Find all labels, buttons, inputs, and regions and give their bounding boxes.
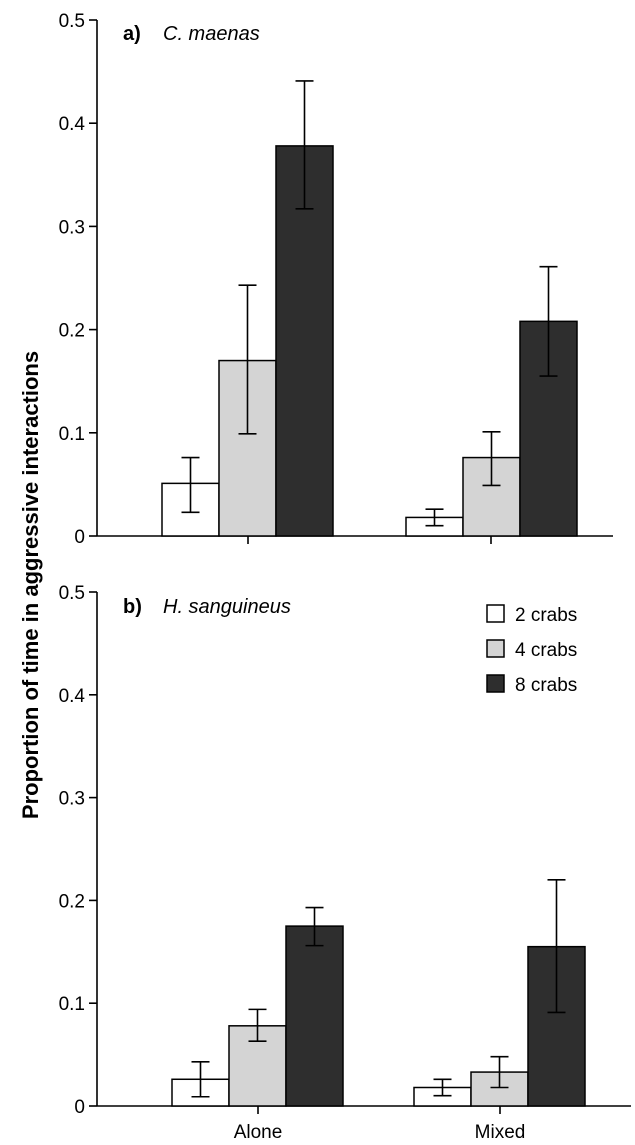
panel-a-species: C. maenas [163,23,260,45]
y-tick-label: 0.5 [59,583,85,604]
panel-b: b) H. sanguineus [123,596,291,618]
chart-panel-b: 0 0.1 0.2 0.3 0.4 0.5 Alone Mixed [59,583,631,1143]
y-tick-label: 0.4 [59,114,86,135]
y-tick-label: 0.1 [59,994,85,1015]
panel-b-letter: b) [123,596,142,618]
y-tick-label: 0.3 [59,217,85,238]
y-tick-label: 0.5 [59,11,85,32]
panel-a: a) C. maenas [123,23,260,45]
y-tick-label: 0.3 [59,789,85,810]
legend-label-2-crabs: 2 crabs [515,605,577,626]
legend-swatch-8-crabs [486,674,505,693]
y-axis-label: Proportion of time in aggressive interac… [18,351,43,819]
y-tick-label: 0.2 [59,321,85,342]
chart-panel-a: 0 0.1 0.2 0.3 0.4 0.5 [59,11,613,548]
bar-8-crabs-alone [285,925,344,1107]
x-category-label: Alone [234,1122,283,1143]
y-tick-label: 0 [74,1097,85,1118]
y-tick-label: 0.4 [59,686,86,707]
y-tick-label: 0.2 [59,891,85,912]
y-tick-label: 0.1 [59,424,85,445]
x-category-label: Mixed [475,1122,526,1143]
legend-swatch-2-crabs [486,604,505,623]
legend: 2 crabs 4 crabs 8 crabs [486,604,577,696]
panel-b-species: H. sanguineus [163,596,291,618]
legend-label-4-crabs: 4 crabs [515,640,577,661]
legend-swatch-4-crabs [486,639,505,658]
panel-a-letter: a) [123,23,141,45]
y-tick-label: 0 [74,527,85,548]
bar-8-crabs-alone [275,145,334,537]
legend-label-8-crabs: 8 crabs [515,675,577,696]
